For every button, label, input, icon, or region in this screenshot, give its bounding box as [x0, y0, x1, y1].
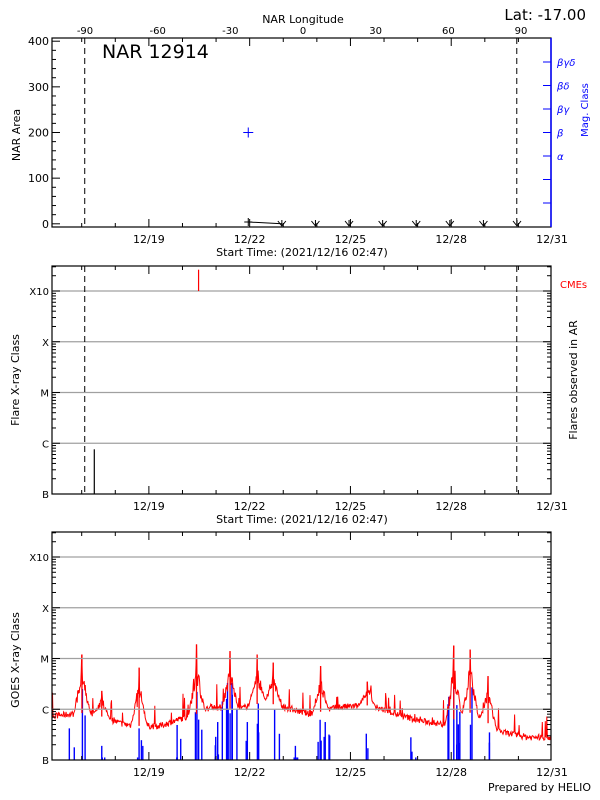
- no-data-arrow-marker: [512, 220, 522, 227]
- x-tick-label: 12/28: [435, 766, 467, 779]
- y-tick-label: M: [40, 389, 49, 400]
- no-data-arrow-marker: [479, 220, 488, 227]
- x-axis-label-start-time-1: Start Time: (2021/12/16 02:47): [216, 246, 388, 259]
- nar-area-point: [244, 217, 253, 226]
- top-tick-label: 0: [300, 26, 306, 37]
- x-tick-label: 12/22: [234, 500, 266, 513]
- mag-class-tick-label: βδ: [556, 82, 570, 93]
- no-data-arrow-marker: [445, 220, 455, 227]
- x-tick-label: 12/28: [435, 233, 467, 246]
- y-tick-label: 400: [28, 35, 49, 48]
- nar-area-line: [248, 221, 282, 225]
- y-axis-label-nar-area: NAR Area: [10, 109, 23, 161]
- top-tick-label: 90: [515, 26, 528, 37]
- no-data-arrow-marker: [277, 220, 287, 227]
- region-title: NAR 12914: [102, 41, 209, 63]
- mag-class-tick-label: βγδ: [556, 58, 575, 69]
- mag-class-tick-label: βγ: [556, 105, 570, 116]
- flare-panel: Flare X-ray Class Flares observed in AR …: [9, 265, 587, 526]
- mag-class-point: [243, 127, 254, 138]
- top-tick-label: 30: [369, 26, 382, 37]
- top-tick-label: -90: [77, 26, 93, 37]
- y2-axis-label-flares-observed: Flares observed in AR: [567, 320, 580, 440]
- cme-label: CMEs: [560, 280, 587, 291]
- goes-short-channel: [68, 682, 491, 760]
- top-tick-label: 60: [442, 26, 455, 37]
- y-tick-label: C: [42, 705, 49, 716]
- y-tick-label: C: [42, 439, 49, 450]
- y-tick-label: 200: [28, 127, 49, 140]
- x-tick-label: 12/31: [536, 766, 568, 779]
- no-data-arrow-marker: [411, 220, 421, 227]
- y-axis-label-flare-class: Flare X-ray Class: [9, 334, 22, 426]
- y-tick-label: 0: [42, 218, 49, 231]
- goes-long-channel: [52, 644, 551, 742]
- x-tick-label: 12/19: [133, 766, 165, 779]
- y-tick-label: B: [42, 756, 49, 767]
- prepared-by-credit: Prepared by HELIO: [488, 781, 591, 794]
- goes-long-channel-line: [52, 644, 551, 742]
- top-tick-label: -30: [222, 26, 238, 37]
- y-tick-label: M: [40, 655, 49, 666]
- y-tick-label: X: [42, 338, 49, 349]
- latitude-label: Lat: -17.00: [504, 6, 586, 24]
- x-tick-label: 12/19: [133, 500, 165, 513]
- no-data-arrow-marker: [344, 220, 354, 227]
- y2-axis-label-mag-class: Mag. Class: [580, 83, 591, 137]
- x-tick-label: 12/22: [234, 766, 266, 779]
- x-tick-label: 12/22: [234, 233, 266, 246]
- y-tick-label: X10: [29, 287, 49, 298]
- plot-frame: [51, 265, 552, 495]
- x-tick-label: 12/25: [335, 500, 367, 513]
- y-tick-label: X10: [29, 553, 49, 564]
- mag-class-tick-label: β: [556, 129, 564, 140]
- y-tick-label: B: [42, 490, 49, 501]
- y-tick-label: 100: [28, 172, 49, 185]
- y-tick-label: X: [42, 604, 49, 615]
- x-tick-label: 12/19: [133, 233, 165, 246]
- nar-area-panel: NAR 12914 NAR Area Mag. Class Start Time…: [10, 26, 591, 259]
- x-tick-label: 12/31: [536, 233, 568, 246]
- x-tick-label: 12/31: [536, 500, 568, 513]
- mag-class-tick-label: α: [557, 152, 564, 163]
- x-tick-label: 12/25: [335, 766, 367, 779]
- y-axis-label-goes-class: GOES X-ray Class: [9, 612, 22, 708]
- top-axis-title: NAR Longitude: [262, 13, 344, 26]
- goes-panel: GOES X-ray Class B C M X X10 12/19 12/22 12/25 1…: [9, 531, 568, 779]
- top-tick-label: -60: [149, 26, 165, 37]
- y-tick-label: 300: [28, 81, 49, 94]
- no-data-arrow-marker: [378, 220, 388, 227]
- x-tick-label: 12/28: [435, 500, 467, 513]
- x-axis-label-start-time-2: Start Time: (2021/12/16 02:47): [216, 513, 388, 526]
- x-tick-label: 12/25: [335, 233, 367, 246]
- panel1-frame: [51, 37, 552, 228]
- plot-frame: [51, 531, 552, 761]
- no-data-arrow-marker: [311, 220, 320, 227]
